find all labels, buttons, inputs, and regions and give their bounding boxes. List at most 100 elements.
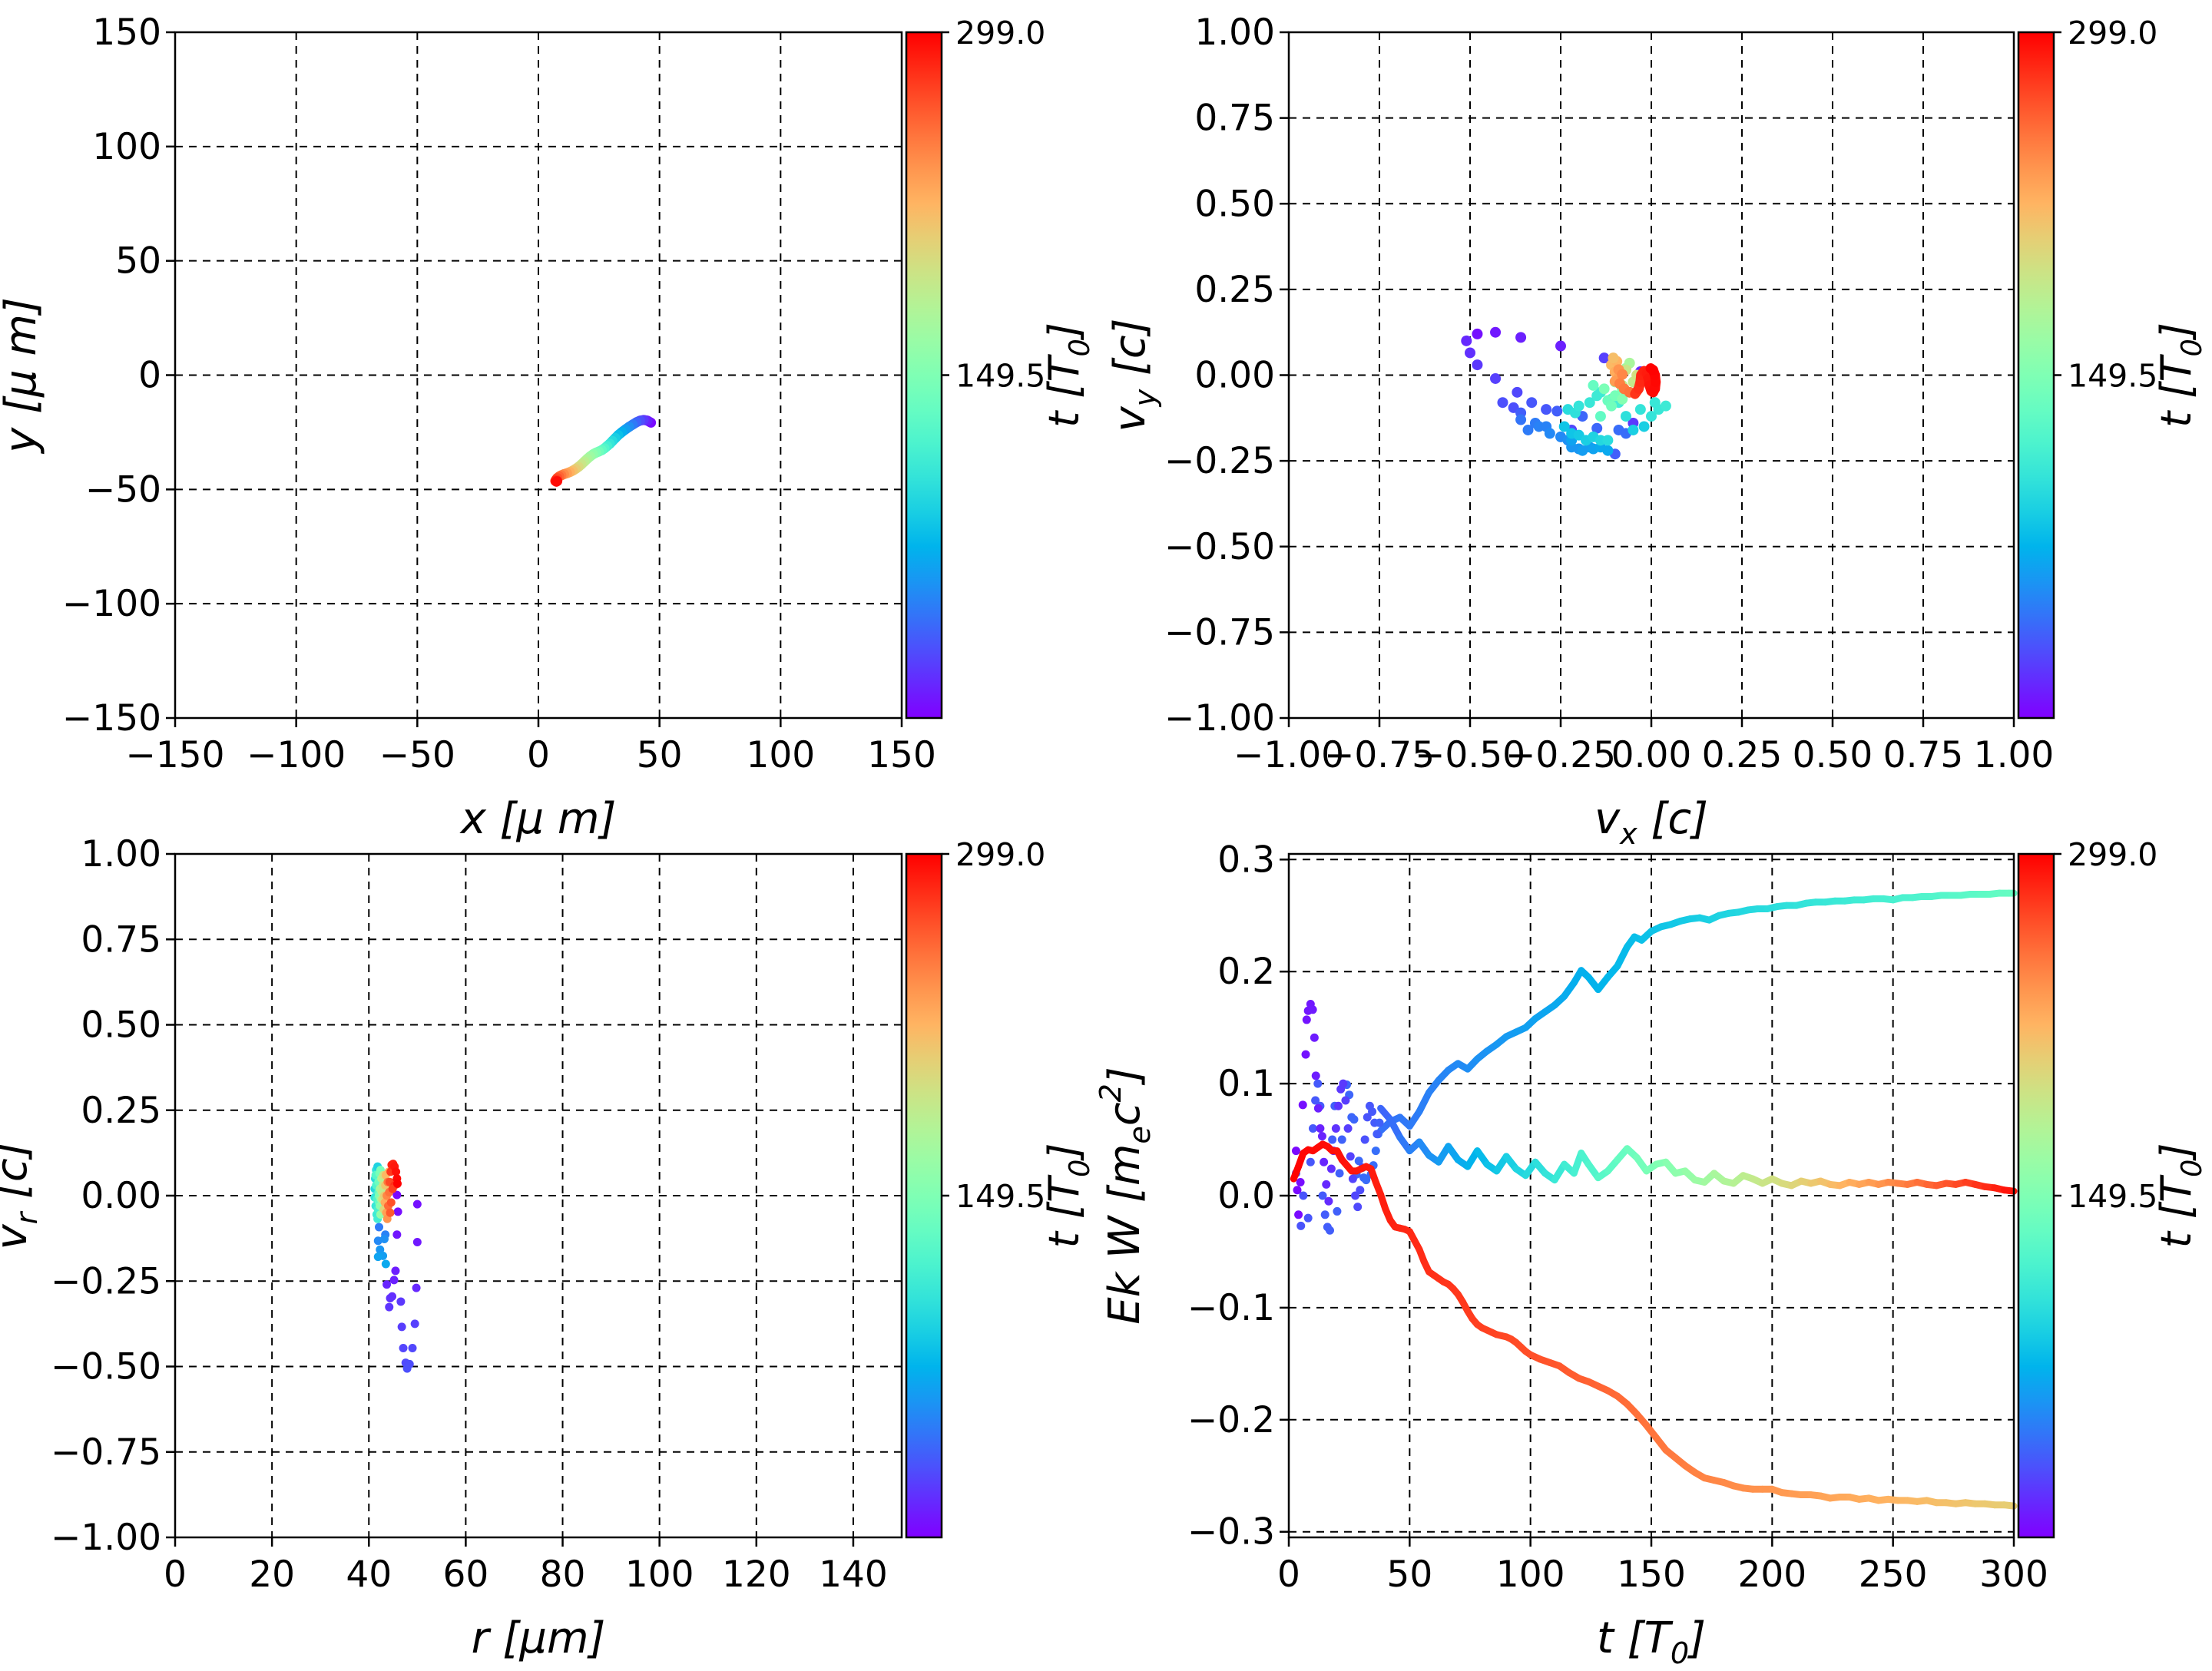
y-tick-label: −0.1 <box>1187 1287 1275 1329</box>
y-tick-label: −50 <box>85 468 161 511</box>
data-point <box>1646 411 1657 422</box>
data-point <box>1526 397 1538 409</box>
data-point <box>1349 1115 1359 1124</box>
y-tick-label: 50 <box>115 240 161 283</box>
data-point <box>1602 445 1614 456</box>
colorbar-tick-label: 149.5 <box>955 358 1045 395</box>
colorbar-label: t [T0​] <box>2152 323 2208 428</box>
data-point <box>412 1283 421 1292</box>
data-point <box>385 1302 394 1312</box>
x-tick-label: 60 <box>442 1554 488 1596</box>
x-tick-label: 1.00 <box>1974 734 2055 776</box>
data-point <box>1296 1177 1305 1186</box>
colorbar-label: t [T0​] <box>2152 1143 2208 1249</box>
data-point <box>1348 1174 1357 1183</box>
y-axis-label: y [μ m] <box>0 297 46 455</box>
series-final-loop <box>1630 363 1661 399</box>
data-point <box>397 1322 406 1332</box>
data-point <box>1320 1210 1330 1219</box>
data-point <box>392 1167 401 1176</box>
x-tick-label: 150 <box>867 734 936 776</box>
data-point <box>1337 1135 1346 1144</box>
data-segment <box>1614 943 1631 970</box>
data-point <box>1313 1104 1323 1113</box>
series-work-longitudinal <box>1290 1140 2018 1510</box>
colorbar-tick-label: 299.0 <box>2068 15 2157 51</box>
tick-marks <box>1280 31 2015 727</box>
data-point <box>1306 1157 1315 1166</box>
colorbar-gradient <box>905 31 943 720</box>
data-point <box>1313 1079 1323 1088</box>
data-point <box>1308 1005 1317 1014</box>
data-point <box>1346 1152 1355 1161</box>
x-tick-label: 20 <box>249 1554 295 1596</box>
data-point <box>1324 1196 1333 1206</box>
data-point <box>1293 1186 1302 1195</box>
data-point <box>1294 1210 1303 1219</box>
data-point <box>1291 1147 1300 1156</box>
data-point <box>1606 400 1618 412</box>
data-point <box>1602 435 1614 446</box>
x-tick-label: 40 <box>346 1554 392 1596</box>
data-point <box>1620 411 1631 422</box>
data-point <box>1472 359 1483 371</box>
x-tick-label: 0.50 <box>1793 734 1873 776</box>
data-point <box>1303 1213 1313 1223</box>
x-tick-label: 200 <box>1737 1554 1806 1596</box>
data-point <box>1465 347 1475 359</box>
data-point <box>1515 332 1527 343</box>
data-point <box>1512 386 1523 398</box>
y-tick-label: 0.0 <box>1217 1175 1275 1217</box>
data-point <box>375 1223 384 1232</box>
data-point <box>1353 1203 1363 1212</box>
y-tick-label: −150 <box>62 697 161 740</box>
tick-marks <box>1280 859 2015 1547</box>
y-tick-label: −0.25 <box>51 1260 161 1302</box>
series-work-transverse-early <box>1291 1000 1384 1219</box>
colorbar-label: t [T0​] <box>1040 1143 1096 1249</box>
y-axis-label: vy​ [c] <box>1105 319 1162 432</box>
data-segment <box>1645 363 1658 376</box>
panel-position-xy: −150 −100 −50 0 50 100 150 −150 −100 −50 0 50 100 150… <box>0 12 1096 844</box>
colorbar: 299.0 149.5t [T0​] <box>2017 836 2208 1539</box>
data-segment <box>1416 1089 1433 1116</box>
data-point <box>373 1252 382 1262</box>
data-point <box>408 1343 417 1352</box>
y-tick-label: 0.1 <box>1217 1063 1275 1105</box>
data-point <box>1331 1123 1340 1133</box>
data-point <box>1551 405 1563 417</box>
panel-energy-work: 0 50 100 150 200 250 300 0.3 0.2 0.1 0.0 −0.1 −0.2 −0… <box>1094 836 2208 1670</box>
x-tick-label: 0 <box>164 1554 187 1596</box>
data-point <box>386 1208 395 1217</box>
data-point <box>1316 1123 1325 1133</box>
data-point <box>1461 335 1472 346</box>
data-point <box>379 1235 389 1244</box>
data-point <box>1515 414 1527 425</box>
x-tick-label: −0.50 <box>1415 734 1525 776</box>
data-segment <box>2000 1186 2018 1195</box>
data-point <box>1573 400 1584 412</box>
y-tick-label: −0.25 <box>1164 440 1275 482</box>
y-tick-label: 0.25 <box>81 1090 161 1132</box>
colorbar: 299.0 149.5t [T0​] <box>905 15 1096 720</box>
colorbar-label: t [T0​] <box>1040 323 1096 428</box>
colorbar-tick-label: 299.0 <box>955 836 1045 873</box>
y-tick-label: 0.75 <box>81 918 161 961</box>
x-tick-label: 250 <box>1859 1554 1928 1596</box>
data-point <box>1490 326 1502 338</box>
y-tick-label: 0.00 <box>1194 355 1275 397</box>
y-tick-label: −1.00 <box>51 1517 161 1559</box>
data-point <box>1598 383 1610 395</box>
data-point <box>1628 424 1639 435</box>
data-point <box>1638 421 1650 432</box>
data-point <box>1544 428 1555 439</box>
series-trajectory <box>550 415 657 487</box>
data-point <box>1299 1191 1308 1200</box>
y-axis-label: vr​ [c] <box>0 1141 44 1249</box>
colorbar-tick-label: 299.0 <box>955 15 1045 51</box>
y-tick-label: 0.2 <box>1217 951 1275 993</box>
data-point <box>1594 411 1606 422</box>
data-segment <box>2000 1501 2018 1510</box>
